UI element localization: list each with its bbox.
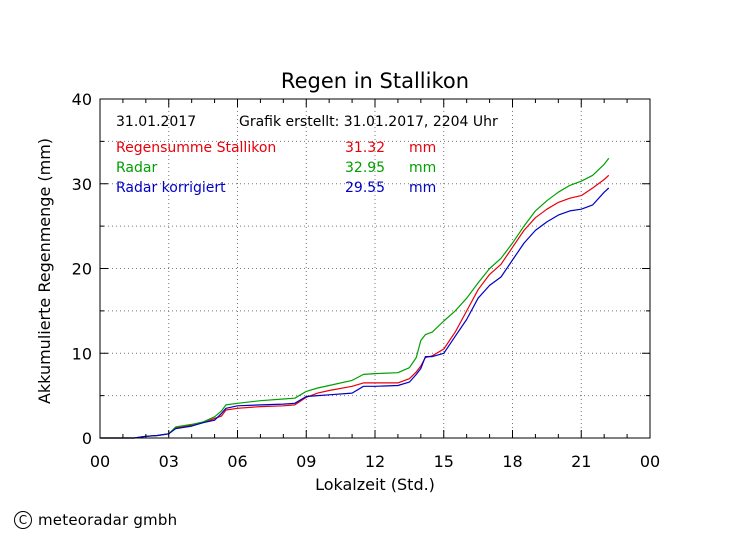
x-tick-label: 00	[90, 452, 110, 471]
legend-name-stallikon: Regensumme Stallikon	[116, 140, 276, 156]
y-tick-label: 20	[72, 260, 92, 279]
x-tick-label: 18	[502, 452, 522, 471]
legend: Regensumme Stallikon 31.32 mm Radar 32.9…	[116, 140, 436, 196]
y-tick-labels: 0 10 20 30 40	[72, 90, 92, 448]
y-tick-label: 0	[82, 429, 92, 448]
y-tick-label: 30	[72, 175, 92, 194]
legend-name-radar: Radar	[116, 160, 157, 176]
legend-value-radar: 32.95	[345, 160, 385, 176]
x-tick-label: 15	[434, 452, 454, 471]
y-axis-label: Akkumulierte Regenmenge (mm)	[35, 138, 54, 404]
x-tick-label: 00	[640, 452, 660, 471]
info-date: 31.01.2017	[116, 114, 196, 130]
x-tick-label: 09	[296, 452, 316, 471]
legend-unit-stallikon: mm	[409, 140, 436, 156]
x-tick-labels: 00 03 06 09 12 15 18 21 00	[90, 452, 660, 471]
x-tick-label: 12	[365, 452, 385, 471]
y-tick-label: 40	[72, 90, 92, 109]
x-tick-label: 03	[159, 452, 179, 471]
x-axis-label: Lokalzeit (Std.)	[315, 475, 435, 494]
y-tick-label: 10	[72, 344, 92, 363]
legend-unit-radar-korrigiert: mm	[409, 180, 436, 196]
legend-unit-radar: mm	[409, 160, 436, 176]
copyright-notice: C meteoradar gmbh	[14, 508, 177, 532]
rain-accumulation-chart: Regen in Stallikon Akkumulierte Regenmen…	[0, 0, 749, 539]
x-tick-label: 21	[571, 452, 591, 471]
legend-name-radar-korrigiert: Radar korrigiert	[116, 180, 226, 196]
x-tick-label: 06	[227, 452, 247, 471]
copyright-icon: C	[14, 511, 32, 529]
company-name: meteoradar gmbh	[38, 511, 177, 529]
legend-value-radar-korrigiert: 29.55	[345, 180, 385, 196]
chart-title: Regen in Stallikon	[281, 69, 469, 93]
legend-value-stallikon: 31.32	[345, 140, 385, 156]
info-created: Grafik erstellt: 31.01.2017, 2204 Uhr	[239, 114, 498, 130]
series-line-radar-korrigiert	[100, 188, 609, 438]
